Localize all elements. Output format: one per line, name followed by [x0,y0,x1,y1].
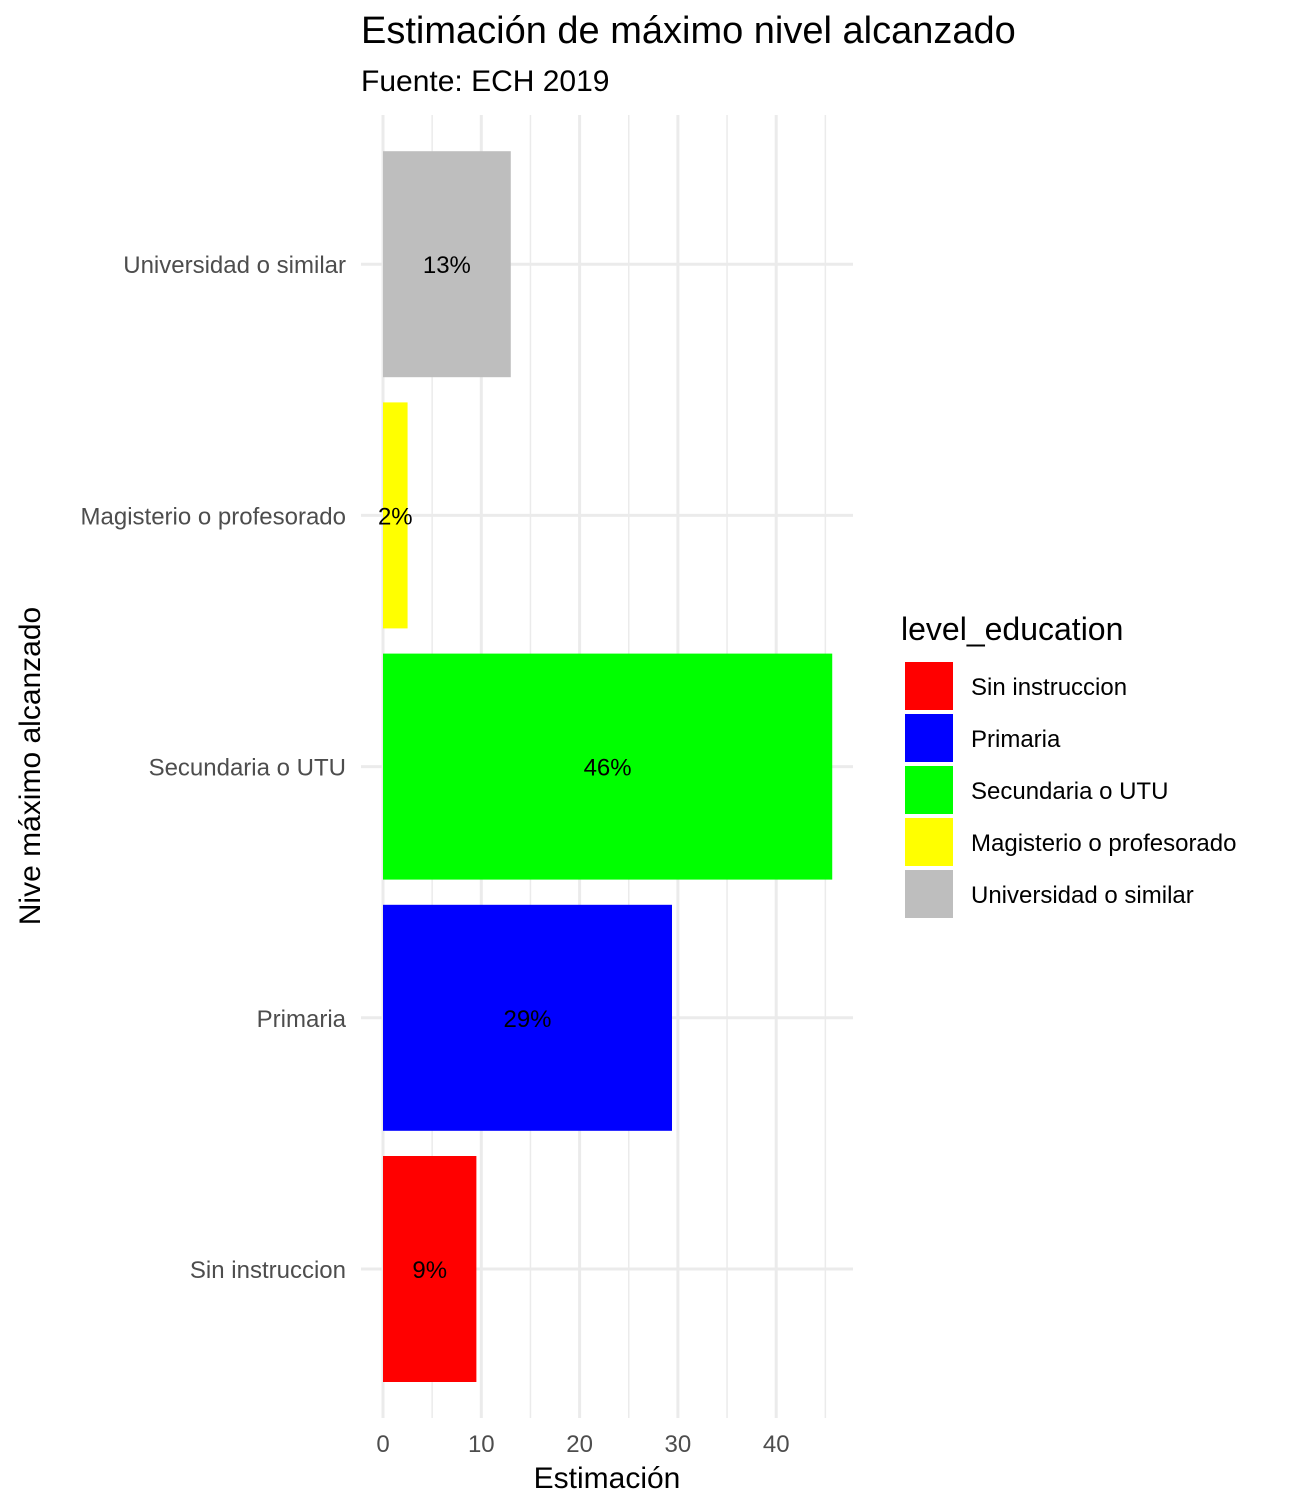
y-tick-label: Primaria [257,1006,347,1033]
legend-key [905,714,953,762]
bars [383,151,833,1382]
bar-value-label: 2% [378,503,413,530]
legend-label: Universidad o similar [971,882,1194,909]
legend-label: Primaria [971,726,1061,753]
x-tick-label: 10 [468,1431,495,1458]
bar [383,402,408,629]
legend-label: Secundaria o UTU [971,778,1168,805]
x-tick-label: 20 [566,1431,593,1458]
x-tick-label: 30 [665,1431,692,1458]
bar [383,1156,477,1382]
bar-value-label: 29% [503,1006,551,1033]
x-tick-label: 40 [763,1431,790,1458]
legend-key [905,662,953,710]
bar [383,653,833,880]
y-tick-label: Secundaria o UTU [149,755,346,782]
y-axis-title: Nive máximo alcanzado [14,607,47,925]
chart-title: Estimación de máximo nivel alcanzado [361,10,1016,52]
y-tick-label: Universidad o similar [123,252,346,279]
y-tick-label: Magisterio o profesorado [81,503,346,530]
x-axis-tick-labels: 0 10 20 30 40 [376,1431,789,1458]
y-tick-label: Sin instruccion [190,1257,346,1284]
chart-subtitle: Fuente: ECH 2019 [361,65,609,98]
legend-label: Magisterio o profesorado [971,830,1236,857]
bar-value-label: 9% [412,1257,447,1284]
legend-items: Sin instruccion Primaria Secundaria o UTU M… [905,662,1236,918]
y-axis-tick-labels: Sin instruccion Primaria Secundaria o UTU M… [81,252,347,1284]
legend-key [905,766,953,814]
bar-value-label: 46% [584,755,632,782]
legend-key [905,870,953,918]
bar [383,151,511,378]
bar-value-labels: 9% 29% 46% 2% 13% [378,252,632,1284]
bar-value-label: 13% [423,252,471,279]
x-axis-title: Estimación [534,1462,681,1495]
legend-label: Sin instruccion [971,674,1127,701]
legend-key [905,818,953,866]
bar [383,904,673,1131]
x-tick-label: 0 [376,1431,389,1458]
legend-title: level_education [901,611,1123,647]
legend: level_education Sin instruccionPrimariaS… [901,611,1236,918]
